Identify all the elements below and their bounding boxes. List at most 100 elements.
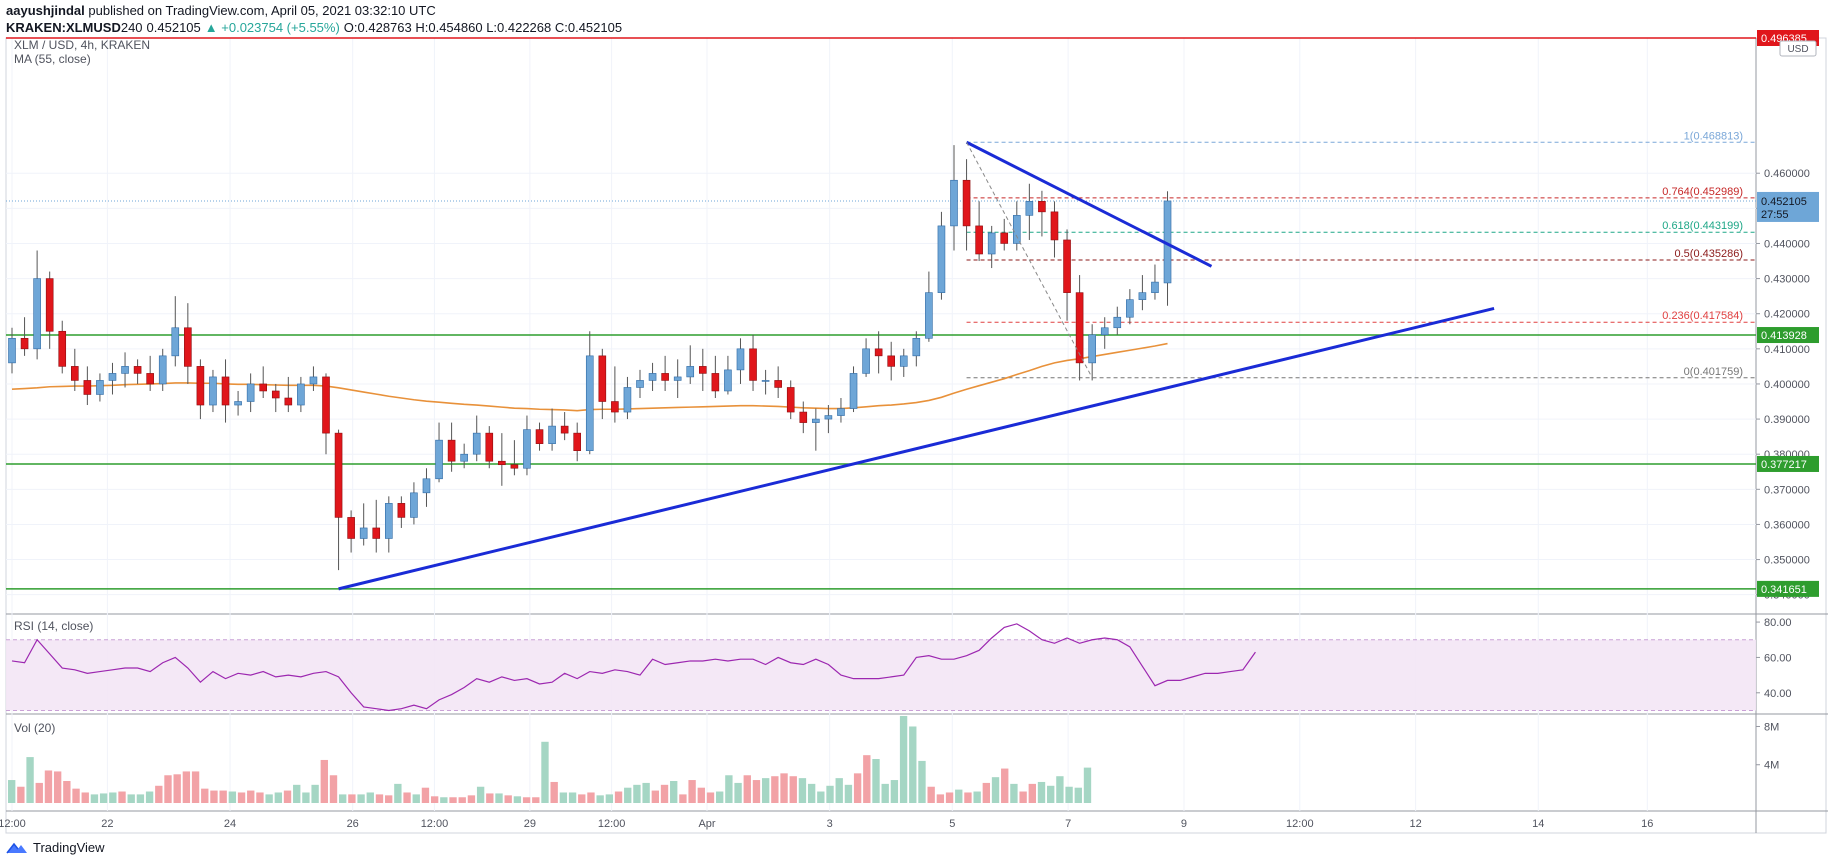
candle-body [1025, 201, 1034, 216]
volume-bar [440, 797, 448, 803]
candle-body [271, 390, 280, 399]
price-tick-label: 0.370000 [1764, 484, 1810, 496]
volume-bar [1001, 768, 1009, 803]
time-tick-label: 29 [524, 818, 536, 830]
candle-body [498, 460, 506, 466]
volume-bar [642, 782, 650, 803]
candle-body [284, 397, 293, 406]
volume-bar [743, 775, 751, 803]
volume-bar [44, 770, 53, 803]
publish-info: aayushjindal published on TradingView.co… [6, 3, 436, 19]
volume-bar [265, 794, 273, 803]
volume-bar [945, 792, 954, 803]
candle-body [83, 380, 92, 395]
volume-tick-label: 8M [1764, 721, 1779, 733]
candle-body [334, 432, 343, 518]
volume-bar [421, 787, 430, 803]
time-tick-label: 26 [347, 818, 359, 830]
time-tick-label: 22 [101, 818, 113, 830]
volume-bar [495, 793, 503, 803]
candle-body [158, 355, 167, 385]
volume-bar [688, 780, 696, 803]
time-tick-label: Apr [698, 818, 715, 830]
fib-swing-line[interactable] [966, 142, 1093, 379]
candle-body [673, 376, 682, 381]
candle-body [20, 337, 29, 350]
interval: 240 [120, 20, 143, 35]
candle-body [648, 373, 657, 381]
candle-body [887, 355, 896, 367]
volume-bar [982, 782, 991, 803]
candle-body [472, 432, 481, 455]
volume-bar [936, 794, 945, 803]
candle-body [372, 527, 381, 539]
currency-badge [1779, 40, 1817, 57]
trend-line[interactable] [338, 306, 1495, 591]
currency-label: USD [1787, 44, 1808, 55]
volume-bar [458, 797, 466, 803]
candle-body [133, 366, 142, 374]
candle-body [1100, 327, 1109, 336]
candle-body [548, 425, 556, 444]
volume-bar [8, 780, 16, 803]
volume-bar [127, 794, 135, 803]
volume-bar [283, 790, 292, 803]
time-tick-label: 14 [1532, 818, 1544, 830]
candle-body [234, 401, 242, 406]
candle-body [460, 453, 468, 462]
volume-bar [559, 792, 568, 803]
level-price-tag [1757, 580, 1819, 597]
volume-bar [63, 781, 71, 803]
price-tick-label: 0.390000 [1764, 414, 1810, 426]
time-tick-label: 3 [827, 818, 833, 830]
level-price-label: 0.377217 [1761, 459, 1807, 471]
volume-bar [366, 792, 374, 803]
time-tick-label: 12:00 [598, 818, 626, 830]
volume-bar [752, 780, 761, 803]
fib-level-label: 0.764(0.452989) [1662, 186, 1743, 198]
price-change: ▲ +0.023754 (+5.55%) [204, 20, 340, 35]
volume-bar [293, 784, 301, 803]
volume-bar [991, 777, 1000, 803]
candle-body [259, 383, 268, 392]
volume-bar [155, 785, 163, 803]
volume-bar [697, 787, 705, 803]
last-price: 0.452105 [146, 20, 201, 35]
candle-body [899, 355, 908, 367]
volume-bar [311, 784, 319, 803]
spacer [6, 36, 16, 37]
volume-bar [72, 788, 80, 803]
volume-bar [807, 783, 816, 803]
volume-bar [780, 773, 788, 803]
volume-bar [329, 775, 338, 803]
level-price-label: 0.413928 [1761, 330, 1807, 342]
ohlc-values: O:0.428763 H:0.454860 L:0.422268 C:0.452… [343, 20, 623, 35]
candle-body [925, 292, 933, 339]
candle-body [1113, 316, 1122, 329]
candle-body [585, 355, 594, 451]
level-price-tag [1757, 327, 1819, 344]
volume-bar [568, 792, 577, 803]
volume-bar [302, 792, 310, 803]
volume-bar [927, 786, 935, 803]
rsi-tick-label: 40.00 [1764, 688, 1792, 700]
time-tick-label: 7 [1065, 818, 1071, 830]
candle-body [862, 348, 870, 374]
candle-body [108, 373, 117, 381]
candle-body [435, 439, 443, 480]
publisher-name[interactable]: aayushjindal [6, 3, 85, 18]
footer-brand[interactable]: TradingView [33, 840, 105, 855]
trend-line[interactable] [965, 140, 1213, 268]
rsi-indicator-label: RSI (14, close) [14, 619, 93, 633]
time-tick-label: 5 [949, 818, 955, 830]
volume-bar [1065, 786, 1073, 803]
candle-body [824, 415, 833, 420]
level-price-tag [1757, 455, 1819, 472]
volume-bar [403, 792, 411, 803]
volume-bar [596, 795, 604, 803]
candle-body [196, 366, 205, 406]
candle-body [698, 366, 707, 374]
volume-bar [725, 775, 733, 803]
volume-bar [863, 755, 871, 803]
